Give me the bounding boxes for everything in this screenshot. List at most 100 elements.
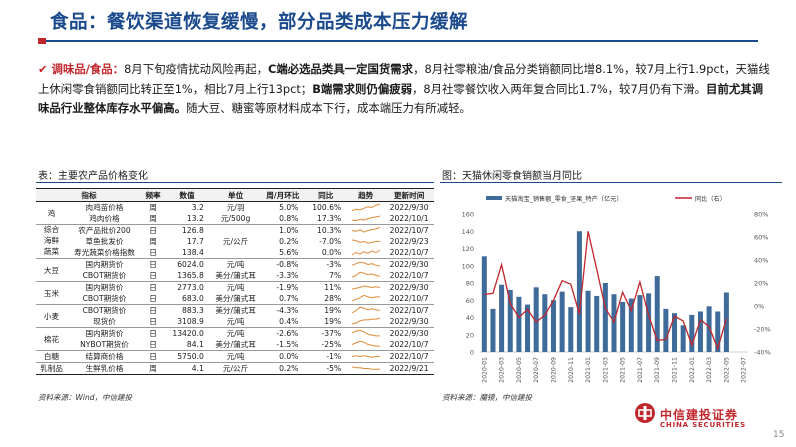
trend-sparkline <box>351 329 380 337</box>
frequency-cell: 日 <box>141 224 165 236</box>
bar-mark <box>585 290 591 352</box>
x-tick-label: 2020-05 <box>516 357 523 383</box>
header-indicator: 指标 <box>36 188 142 202</box>
frequency-cell: 日 <box>141 258 165 270</box>
value-cell: 3108.9 <box>177 317 204 326</box>
indicator-cell: 国内期货价 <box>67 327 142 339</box>
trend-sparkline <box>351 215 380 222</box>
category-cell: 白糖 <box>36 350 67 363</box>
indicator-cell: 生鲜乳价格 <box>67 362 142 375</box>
yoy-cell: 19% <box>304 304 348 316</box>
x-tick-label: 2021-05 <box>620 357 627 383</box>
indicator-cell: 鸡肉价格 <box>89 214 120 223</box>
table-header-row: 指标 频率 数值 单位 周/月环比 同比 趋势 更新时间 <box>36 188 434 202</box>
trend-cell <box>347 304 385 316</box>
yoy-cell: -3% <box>304 258 348 270</box>
y-right-tick-label: 80% <box>754 211 768 219</box>
date-cell: 2022/9/30 <box>384 258 434 270</box>
yoy-cell: -25% <box>321 340 342 349</box>
header-mom: 周/月环比 <box>261 188 305 202</box>
table-row: 小麦 CBOT期货价日 883.3 美分/蒲式耳 -4.3% 19% 2022/10/7 <box>36 304 434 328</box>
tmall-snack-yoy-chart: 天猫淘宝_销售额_零食_坚果_特产（亿元） 同比（右） 0 20 40 60 80 100 12… <box>462 195 771 383</box>
unit-cell: 元/公斤 <box>209 362 262 375</box>
y-left-tick-label: 160 <box>462 211 474 219</box>
table-row: 草鱼批发价 周 17.7 元/公斤 0.2% -7.0% 2022/9/23 <box>36 236 434 247</box>
mom-cell: 0.7% <box>279 294 299 303</box>
trend-cell <box>347 350 385 363</box>
yoy-cell: 10.3% <box>304 224 348 236</box>
trend-cell <box>347 236 384 247</box>
y-left-tick-label: 20 <box>466 331 474 339</box>
china-securities-logo-icon <box>635 403 655 423</box>
value-cell: 4.1 <box>164 362 210 375</box>
frequency-cell: 日 <box>149 271 157 280</box>
indicator-cell: 结算商价格 <box>67 350 142 363</box>
yoy-cell: 17.3% <box>317 214 342 223</box>
summary-lead: 调味品/食品： <box>51 62 125 76</box>
bar-mark <box>723 292 729 352</box>
frequency-cell: 日 <box>141 327 165 339</box>
header-trend: 趋势 <box>347 188 385 202</box>
table-row: NYBOT期货价 日 84.1 美分/蒲式耳 -1.5% -25% 2022/10/7 <box>36 339 434 351</box>
date-cell: 2022/9/23 <box>389 237 429 246</box>
price-table: 指标 频率 数值 单位 周/月环比 同比 趋势 更新时间 鸡肉鸡苗价格周 3.2 元… <box>36 188 434 375</box>
bar-mark <box>559 291 565 352</box>
unit-cell: 元/500g <box>220 214 251 223</box>
page-title: 食品：餐饮渠道恢复缓慢，部分品类成本压力缓解 <box>50 12 469 33</box>
bar-mark <box>568 307 574 352</box>
mom-cell: 0.2% <box>261 362 305 375</box>
legend-bar-swatch <box>486 196 502 200</box>
frequency-cell: 周 <box>149 203 157 212</box>
category-cell: 综合 海鲜 蔬菜 <box>36 224 67 259</box>
x-tick-label: 2021-11 <box>672 357 679 383</box>
table-row: 鸡 肉鸡苗价格 周 3.2 元/羽 5.0% 100.6% 2022/9/30 <box>36 202 434 218</box>
legend-bar-label: 天猫淘宝_销售额_零食_坚果_特产（亿元） <box>505 195 623 203</box>
x-tick-label: 2022-03 <box>706 357 713 383</box>
bar-mark <box>637 295 643 352</box>
title-divider <box>38 40 758 42</box>
date-cell: 2022/9/30 <box>389 317 429 326</box>
yoy-cell: 100.6% <box>312 203 342 212</box>
frequency-cell: 日 <box>149 317 157 326</box>
trend-sparkline <box>351 285 380 290</box>
mom-cell: -4.3% <box>261 304 305 316</box>
checkmark-icon: ✔ <box>38 62 48 76</box>
trend-sparkline <box>351 271 380 278</box>
date-cell: 2022/10/1 <box>389 214 429 223</box>
date-cell: 2022/10/7 <box>384 304 434 316</box>
mom-cell: 5.0% <box>279 203 299 212</box>
trend-sparkline <box>351 261 380 267</box>
table-caption: 表：主要农产品价格变化 <box>38 171 148 182</box>
yoy-line <box>484 231 728 351</box>
date-cell: 2022/9/21 <box>384 362 434 375</box>
value-cell: 2773.0 <box>164 281 210 293</box>
mom-cell: 5.6% <box>279 248 299 257</box>
trend-cell <box>347 270 384 282</box>
bar-mark <box>499 284 505 352</box>
mom-cell: 0.4% <box>279 317 299 326</box>
bar-mark <box>689 314 695 352</box>
unit-cell: 美分/蒲式耳 <box>215 294 256 303</box>
trend-sparkline <box>351 226 380 233</box>
x-tick-label: 2021-07 <box>637 357 644 383</box>
chart-caption-rule <box>440 182 782 183</box>
x-tick-label: 2020-11 <box>568 357 575 383</box>
bar-mark <box>620 301 626 352</box>
category-cell: 乳制品 <box>36 362 67 375</box>
indicator-cell: 草鱼批发价 <box>85 237 124 246</box>
y-left-tick-label: 0 <box>470 349 474 357</box>
mom-cell: -0.8% <box>261 258 305 270</box>
yoy-cell: -37% <box>304 327 348 339</box>
title-accent <box>38 38 46 44</box>
unit-cell: 元/公斤 <box>222 237 249 246</box>
trend-sparkline <box>351 294 380 302</box>
x-tick-label: 2020-09 <box>550 357 557 383</box>
y-right-tick-label: 60% <box>754 234 768 242</box>
table-caption-rule <box>36 182 434 183</box>
trend-cell <box>347 327 385 339</box>
value-cell: 6024.0 <box>164 258 210 270</box>
unit-cell: 美分/蒲式耳 <box>215 271 256 280</box>
mom-cell: 1.0% <box>261 224 305 236</box>
bar-mark <box>602 283 608 352</box>
yoy-cell: -1% <box>304 350 348 363</box>
